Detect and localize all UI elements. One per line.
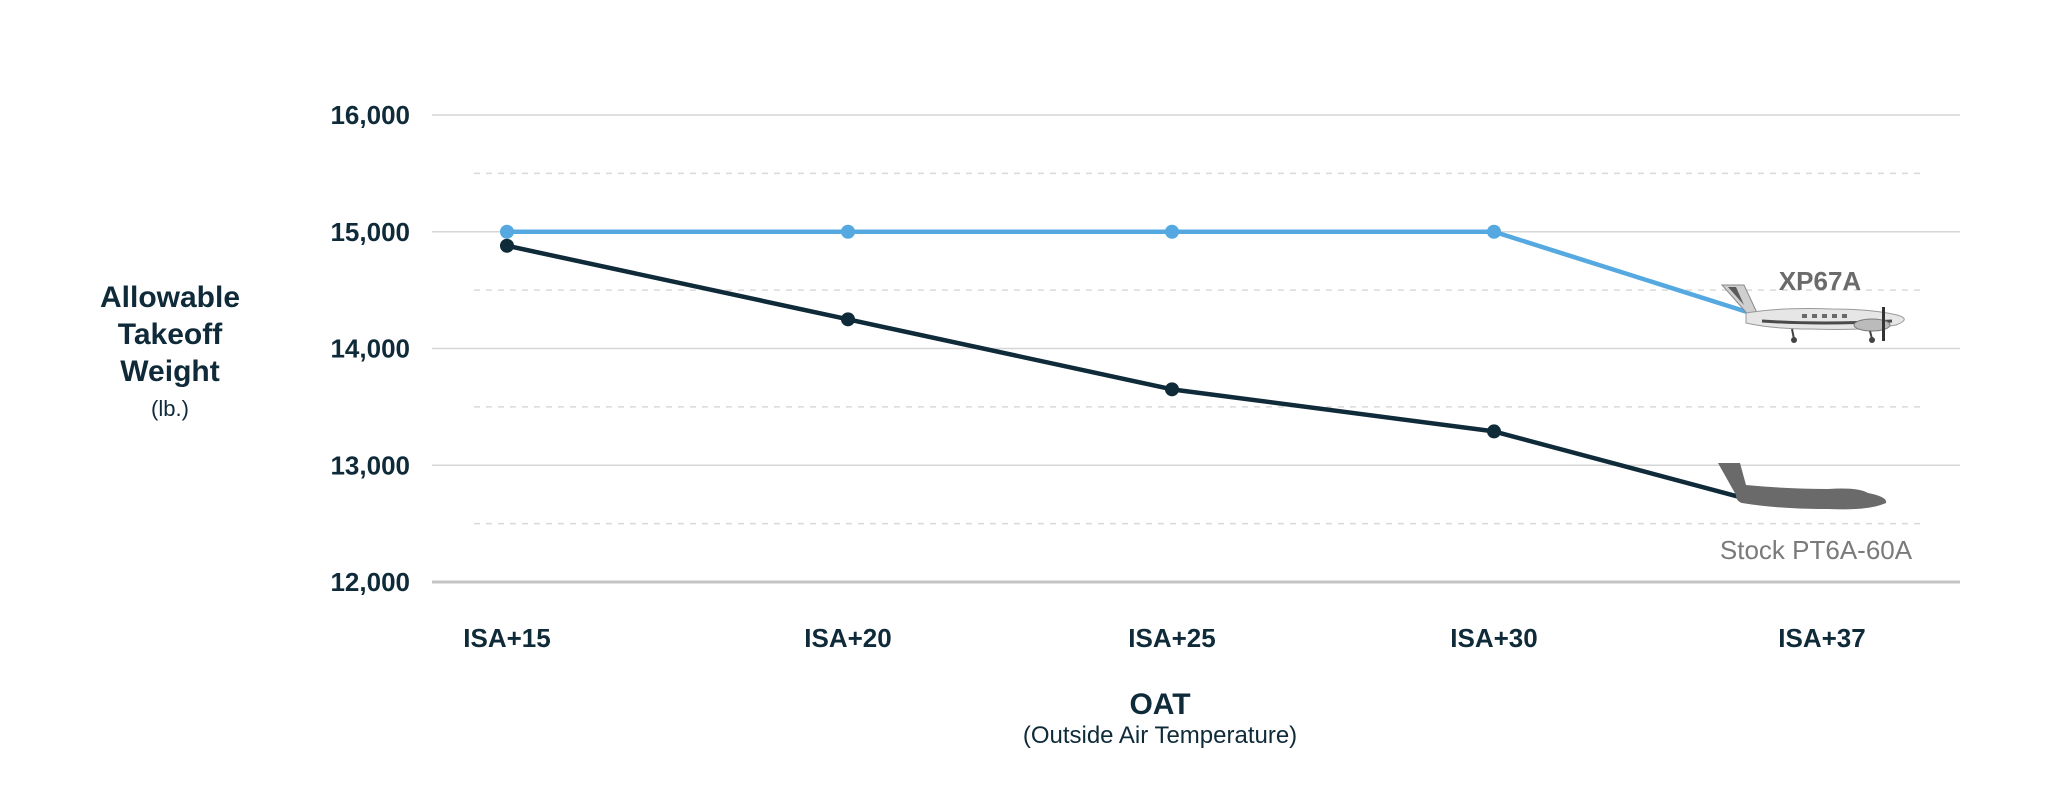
series-line <box>506 243 1753 503</box>
data-point <box>1165 382 1179 397</box>
y-axis-label-line-1: Allowable <box>100 281 240 314</box>
x-tick-label: ISA+20 <box>804 623 891 653</box>
airplane-silhouette-icon <box>1718 463 1887 510</box>
y-tick-label: 15,000 <box>330 217 410 247</box>
series-label-xp67a: XP67A <box>1779 266 1862 296</box>
y-axis-ticks: 12,000 13,000 14,000 15,000 16,000 <box>330 100 410 597</box>
data-point <box>500 238 514 253</box>
x-axis-label: OAT (Outside Air Temperature) <box>1023 688 1297 749</box>
y-axis-label-line-3: Weight <box>120 355 219 388</box>
data-point <box>841 224 855 239</box>
data-point <box>841 312 855 327</box>
king-air-airplane-icon <box>1720 284 1905 343</box>
x-tick-label: ISA+25 <box>1128 623 1215 653</box>
data-point <box>1165 224 1179 239</box>
y-tick-label: 14,000 <box>330 334 410 364</box>
data-point <box>1487 224 1501 239</box>
y-tick-label: 13,000 <box>330 450 410 480</box>
x-axis-title: OAT <box>1129 688 1190 721</box>
y-axis-label: Allowable Takeoff Weight (lb.) <box>100 281 240 421</box>
x-tick-label: ISA+37 <box>1778 623 1865 653</box>
x-axis-subtitle: (Outside Air Temperature) <box>1023 722 1297 749</box>
y-axis-unit: (lb.) <box>151 396 189 421</box>
x-tick-label: ISA+30 <box>1450 623 1537 653</box>
data-point <box>1487 424 1501 439</box>
y-tick-label: 16,000 <box>330 100 410 130</box>
series-stock <box>500 238 1753 503</box>
series-label-stock: Stock PT6A-60A <box>1720 535 1913 565</box>
data-point <box>500 224 514 239</box>
series-group <box>500 224 1753 503</box>
y-axis-label-line-2: Takeoff <box>118 318 223 351</box>
series-xp67a <box>500 224 1753 316</box>
x-axis-ticks: ISA+15 ISA+20 ISA+25 ISA+30 ISA+37 <box>463 623 1865 653</box>
grid <box>432 114 1960 584</box>
y-tick-label: 12,000 <box>330 567 410 597</box>
x-tick-label: ISA+15 <box>463 623 550 653</box>
series-line <box>507 229 1753 316</box>
